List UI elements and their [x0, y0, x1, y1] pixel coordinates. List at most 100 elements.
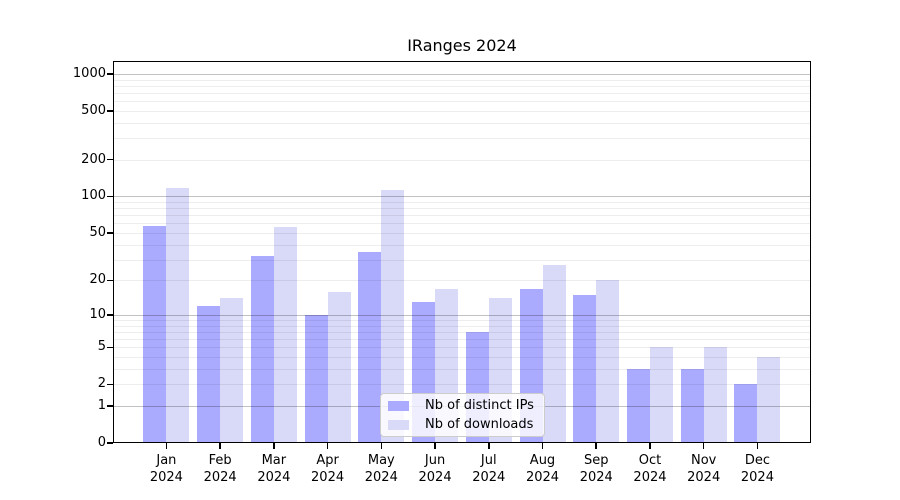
minor-gridline: [113, 110, 811, 112]
x-tick-label-month: Jun: [424, 453, 446, 468]
y-tick-label: 100: [81, 188, 106, 204]
x-tick-mark: [219, 443, 221, 449]
x-tick-label-year: 2024: [418, 470, 452, 485]
plot-area: [113, 61, 811, 443]
minor-gridline: [113, 208, 811, 210]
bar-distinct_ips-oct: [626, 368, 650, 443]
x-tick-label-year: 2024: [579, 470, 613, 485]
x-tick-label-year: 2024: [203, 470, 237, 485]
x-tick-label: Apr 2024: [300, 452, 356, 486]
minor-gridline: [113, 79, 811, 81]
minor-gridline: [113, 215, 811, 217]
major-gridline: [113, 73, 811, 75]
x-tick-mark: [702, 443, 705, 449]
bar-distinct_ips-feb: [197, 305, 221, 443]
bar-distinct_ips-apr: [304, 314, 328, 443]
x-tick-label: Jul 2024: [461, 452, 517, 486]
x-tick-label-month: Oct: [638, 453, 662, 468]
major-gridline: [113, 314, 811, 316]
y-tick-mark: [107, 405, 113, 407]
bar-distinct_ips-may: [358, 251, 382, 443]
y-tick-mark: [107, 314, 113, 316]
minor-gridline: [113, 232, 811, 234]
y-tick-mark: [107, 279, 113, 282]
bar-downloads-nov: [703, 347, 727, 443]
x-tick-label: Nov 2024: [676, 452, 732, 486]
bar-downloads-oct: [649, 347, 673, 443]
minor-gridline: [113, 368, 811, 370]
bar-distinct_ips-nov: [680, 368, 704, 443]
minor-gridline: [113, 259, 811, 261]
x-tick-mark: [326, 443, 329, 449]
x-tick-mark: [380, 443, 383, 449]
minor-gridline: [113, 339, 811, 341]
y-tick-mark: [107, 442, 113, 444]
y-tick-label: 500: [81, 102, 106, 118]
x-tick-label-year: 2024: [472, 470, 506, 485]
bar-downloads-apr: [327, 291, 351, 443]
y-tick-mark: [107, 158, 113, 161]
bar-downloads-mar: [273, 227, 297, 443]
legend: Nb of distinct IPs Nb of downloads: [380, 393, 545, 437]
x-tick-label-month: Dec: [744, 453, 770, 468]
minor-gridline: [113, 159, 811, 161]
x-tick-label: Feb 2024: [192, 452, 248, 486]
y-tick-label: 50: [89, 224, 106, 240]
x-tick-mark: [541, 443, 544, 449]
y-tick-label: 20: [89, 272, 106, 288]
minor-gridline: [113, 331, 811, 333]
y-tick-label: 2: [97, 376, 106, 392]
y-tick-mark: [107, 110, 113, 112]
x-tick-label-year: 2024: [257, 470, 291, 485]
minor-gridline: [113, 122, 811, 124]
minor-gridline: [113, 138, 811, 140]
y-tick-label: 0: [97, 435, 106, 450]
x-tick-label-month: Jul: [480, 453, 497, 468]
legend-label-downloads: Nb of downloads: [425, 417, 534, 432]
x-tick-label: Jun 2024: [407, 452, 463, 486]
x-tick-label-month: Jan: [156, 453, 177, 468]
y-tick-mark: [107, 383, 113, 386]
minor-gridline: [113, 92, 811, 94]
x-tick-label: Dec 2024: [729, 452, 785, 486]
x-tick-mark: [649, 443, 651, 449]
minor-gridline: [113, 347, 811, 349]
bar-downloads-sep: [596, 280, 620, 443]
y-tick-mark: [107, 346, 113, 349]
x-tick-label: Aug 2024: [515, 452, 571, 486]
minor-gridline: [113, 325, 811, 327]
y-tick-label: 1: [97, 397, 106, 413]
x-tick-label: Jan 2024: [138, 452, 194, 486]
minor-gridline: [113, 223, 811, 225]
legend-swatch-distinct-ips-icon: [388, 400, 409, 411]
y-tick-label: 10: [89, 306, 106, 322]
bar-downloads-aug: [542, 264, 566, 443]
bar-distinct_ips-dec: [734, 384, 758, 443]
bar-downloads-may: [381, 190, 405, 443]
x-tick-label-month: Sep: [583, 453, 609, 468]
y-tick-mark: [107, 195, 113, 198]
minor-gridline: [113, 244, 811, 246]
x-tick-label-month: Feb: [208, 453, 232, 468]
y-tick-label: 200: [81, 151, 106, 167]
y-tick-label: 5: [97, 339, 106, 355]
minor-gridline: [113, 320, 811, 321]
bar-distinct_ips-sep: [573, 294, 597, 443]
x-tick-label-month: May: [367, 453, 395, 468]
bar-downloads-feb: [220, 298, 244, 443]
bar-downloads-dec: [757, 357, 781, 443]
chart-title: IRanges 2024: [407, 36, 517, 55]
legend-item-distinct-ips: Nb of distinct IPs: [388, 398, 536, 414]
x-tick-mark: [488, 443, 490, 449]
x-tick-label: Mar 2024: [246, 452, 302, 486]
x-tick-label-year: 2024: [311, 470, 345, 485]
x-tick-label-year: 2024: [633, 470, 667, 485]
x-tick-label-year: 2024: [687, 470, 721, 485]
major-gridline: [113, 196, 811, 198]
x-tick-mark: [165, 443, 168, 449]
legend-swatch-downloads-icon: [388, 419, 409, 430]
minor-gridline: [113, 280, 811, 282]
minor-gridline: [113, 101, 811, 103]
minor-gridline: [113, 357, 811, 359]
